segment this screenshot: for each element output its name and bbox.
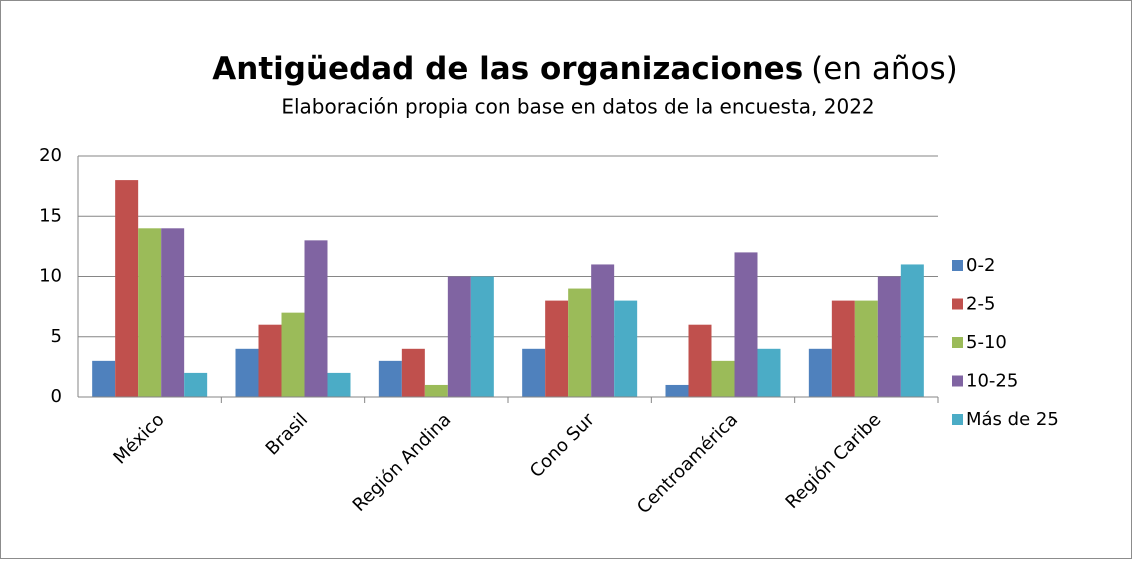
bar: [568, 288, 592, 397]
legend-label: 2-5: [966, 294, 995, 315]
bar: [161, 228, 185, 397]
bar: [258, 324, 282, 397]
bar: [401, 348, 425, 397]
legend-swatch: [952, 260, 963, 271]
legend-label: 0-2: [966, 255, 995, 276]
bar: [235, 348, 259, 397]
bar: [424, 384, 448, 397]
bar: [522, 348, 546, 397]
bar: [304, 240, 328, 397]
bar: [688, 324, 712, 397]
bar: [614, 300, 638, 397]
bar: [877, 276, 901, 397]
legend-swatch: [952, 414, 963, 425]
bar: [138, 228, 162, 397]
bar: [184, 372, 208, 397]
legend-label: 10-25: [966, 371, 1018, 392]
bar: [665, 384, 689, 397]
legend-label: Más de 25: [966, 409, 1059, 430]
bar: [378, 360, 402, 397]
bar: [757, 348, 781, 397]
bar: [545, 300, 569, 397]
bar: [281, 312, 305, 397]
bar: [92, 360, 116, 397]
y-tick-label: 5: [51, 326, 62, 347]
bar: [591, 264, 615, 397]
bar: [808, 348, 832, 397]
y-tick-label: 0: [51, 386, 62, 407]
title-main: Antigüedad de las organizaciones: [212, 51, 803, 87]
bar: [900, 264, 924, 397]
chart-subtitle: Elaboración propia con base en datos de …: [281, 95, 874, 119]
bar: [854, 300, 878, 397]
bar: [711, 360, 735, 397]
y-tick-label: 20: [39, 145, 62, 166]
y-tick-label: 15: [39, 205, 62, 226]
title-suffix: (en años): [811, 51, 958, 87]
bar: [327, 372, 351, 397]
legend-swatch: [952, 375, 963, 387]
y-tick-label: 10: [39, 266, 62, 287]
legend-swatch: [952, 298, 963, 310]
bar: [470, 276, 494, 397]
bar: [447, 276, 471, 397]
legend-label: 5-10: [966, 332, 1007, 353]
bar: [734, 252, 758, 397]
bar: [115, 180, 139, 397]
chart-title: Antigüedad de las organizaciones (en años…: [212, 51, 957, 87]
bar: [831, 300, 855, 397]
legend-swatch: [952, 337, 963, 348]
